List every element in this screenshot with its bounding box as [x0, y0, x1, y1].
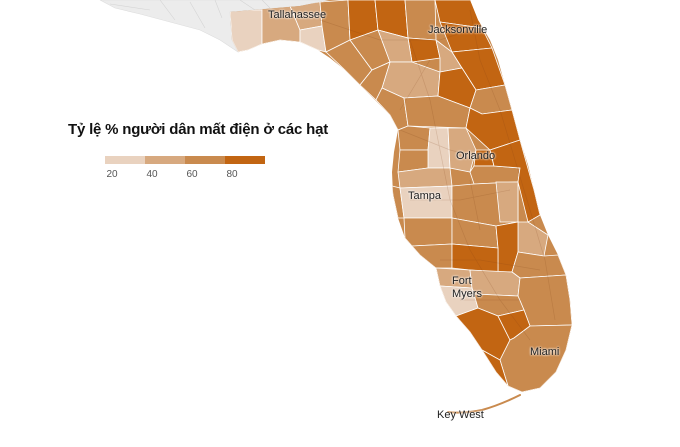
legend-title: Tỷ lệ % người dân mất điện ở các hạt: [68, 121, 329, 138]
county-citrus: [397, 125, 431, 151]
county-monroe-mainland: [481, 349, 509, 387]
city-label-orlando: Orlando: [456, 150, 496, 162]
county-manatee: [403, 217, 453, 247]
county-sarasota: [411, 243, 453, 269]
county-stlucie: [511, 251, 567, 279]
city-label-jacksonville: Jacksonville: [428, 24, 488, 36]
city-label-tallahassee: Tallahassee: [268, 9, 327, 21]
legend-tick-80: 80: [226, 169, 238, 180]
legend-swatch-1: [105, 156, 145, 164]
legend-swatch-4: [225, 156, 265, 164]
county-lake: [447, 127, 477, 173]
county-wakulla: [299, 25, 327, 53]
legend-swatch-2: [145, 156, 185, 164]
county-dixie: [359, 61, 391, 101]
legend-color-bar: [105, 156, 265, 164]
legend-tick-40: 40: [146, 169, 158, 180]
county-orange: [469, 165, 521, 185]
county-osceola: [495, 181, 519, 223]
county-baker: [407, 37, 441, 63]
road-network: [319, 9, 556, 341]
neighbor-road-network: [109, 0, 271, 29]
county-sumter: [427, 127, 451, 169]
county-pasco: [397, 167, 453, 189]
city-label-fort-myers: Fort Myers: [452, 275, 482, 300]
city-label-key-west: Key West: [437, 409, 484, 421]
city-label-miami: Miami: [530, 346, 560, 358]
legend-tick-60: 60: [186, 169, 198, 180]
legend-tick-20: 20: [106, 169, 118, 180]
florida-keys: [447, 394, 521, 414]
legend-swatch-3: [185, 156, 225, 164]
city-label-tampa: Tampa: [408, 190, 442, 202]
